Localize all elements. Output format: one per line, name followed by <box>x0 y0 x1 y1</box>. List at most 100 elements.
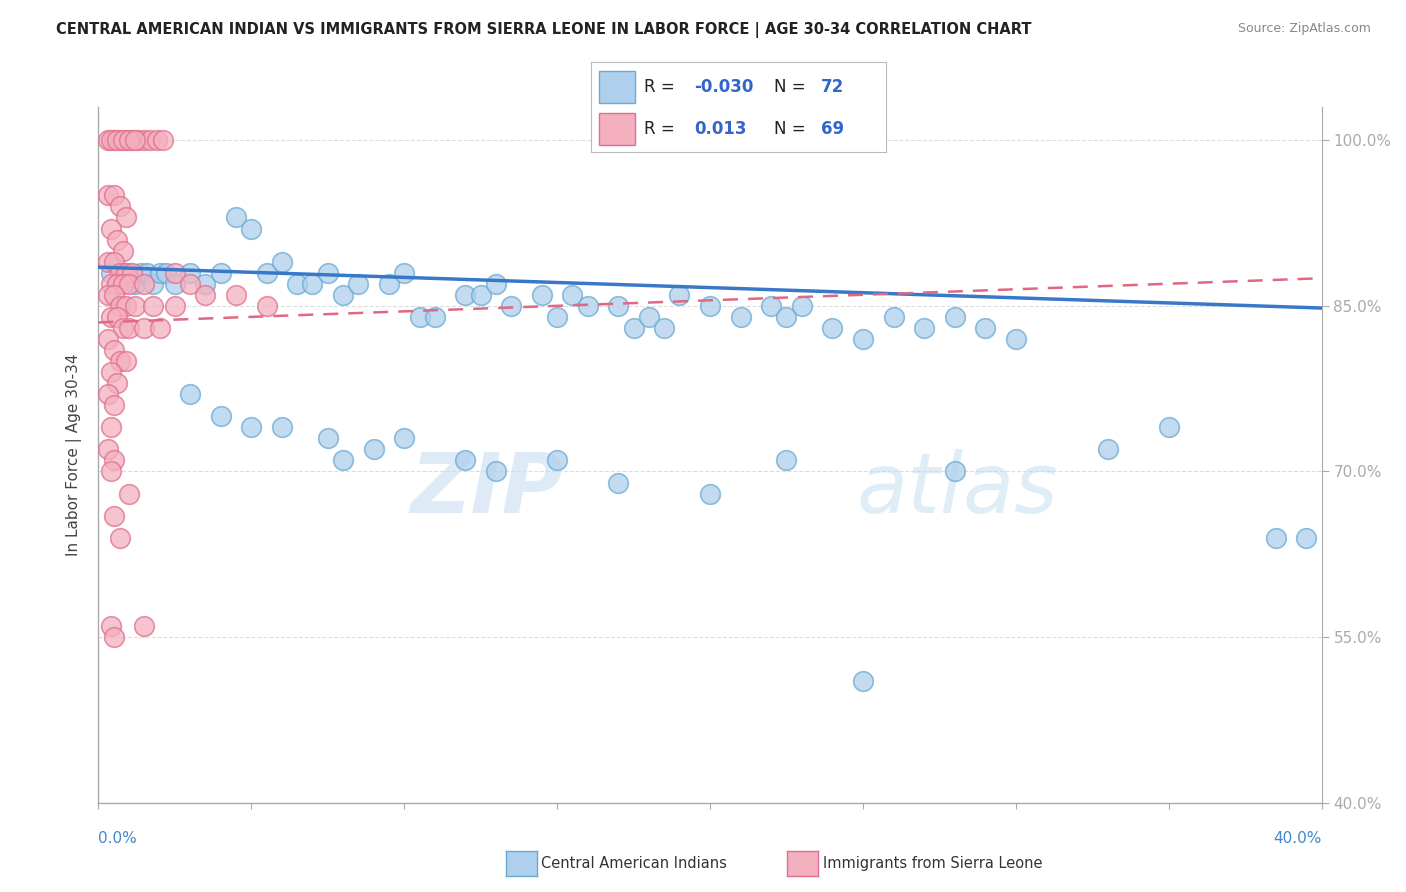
Point <box>100 277 122 291</box>
Point <box>576 299 599 313</box>
Point <box>761 299 783 313</box>
Bar <box>599 71 636 103</box>
Text: 72: 72 <box>821 78 844 96</box>
Point <box>623 321 645 335</box>
Point <box>105 277 128 291</box>
Point <box>124 277 146 291</box>
Point <box>501 299 523 313</box>
Point <box>240 221 263 235</box>
Point <box>103 453 125 467</box>
Point <box>100 266 122 280</box>
Point <box>209 409 232 424</box>
Point <box>194 277 217 291</box>
Point <box>103 343 125 357</box>
Point <box>111 244 134 258</box>
Point <box>943 310 966 324</box>
Point <box>100 420 122 434</box>
Point <box>485 465 508 479</box>
Text: 0.0%: 0.0% <box>98 831 138 847</box>
Point <box>103 398 125 412</box>
Point <box>332 453 354 467</box>
Point <box>142 299 165 313</box>
Text: N =: N = <box>773 120 810 138</box>
Point <box>285 277 308 291</box>
Point <box>134 619 156 633</box>
Point <box>108 266 131 280</box>
Point <box>97 254 120 268</box>
Point <box>883 310 905 324</box>
Point <box>454 287 477 301</box>
Point <box>561 287 583 301</box>
Point <box>121 133 143 147</box>
Point <box>1264 531 1286 545</box>
Point <box>121 266 143 280</box>
Point <box>100 365 122 379</box>
Point <box>134 133 156 147</box>
Point <box>118 321 141 335</box>
Point <box>974 321 997 335</box>
Point <box>105 233 128 247</box>
Point <box>775 310 797 324</box>
Point <box>118 266 141 280</box>
Point <box>115 354 138 368</box>
Point <box>142 277 165 291</box>
Point <box>108 199 131 213</box>
Point <box>139 133 162 147</box>
Text: R =: R = <box>644 78 679 96</box>
Point <box>332 287 354 301</box>
Y-axis label: In Labor Force | Age 30-34: In Labor Force | Age 30-34 <box>66 353 83 557</box>
Point <box>105 133 128 147</box>
Point <box>100 221 122 235</box>
Point <box>97 442 120 457</box>
Point <box>638 310 661 324</box>
Point <box>163 299 186 313</box>
Point <box>152 133 174 147</box>
Point <box>124 299 146 313</box>
Text: CENTRAL AMERICAN INDIAN VS IMMIGRANTS FROM SIERRA LEONE IN LABOR FORCE | AGE 30-: CENTRAL AMERICAN INDIAN VS IMMIGRANTS FR… <box>56 22 1032 38</box>
Point <box>103 508 125 523</box>
Point <box>155 266 177 280</box>
Point <box>347 277 370 291</box>
Text: N =: N = <box>773 78 810 96</box>
Text: 40.0%: 40.0% <box>1274 831 1322 847</box>
Point <box>699 486 721 500</box>
Point <box>852 332 875 346</box>
Text: -0.030: -0.030 <box>695 78 754 96</box>
Point <box>316 431 339 445</box>
Point <box>179 277 201 291</box>
Point <box>115 266 138 280</box>
Point <box>124 133 146 147</box>
Point <box>378 277 401 291</box>
Point <box>1295 531 1317 545</box>
Text: Central American Indians: Central American Indians <box>541 856 727 871</box>
Point <box>145 133 167 147</box>
Point <box>111 277 134 291</box>
Point <box>115 133 138 147</box>
Point <box>392 431 416 445</box>
Point <box>225 287 247 301</box>
Point <box>607 475 630 490</box>
Point <box>111 133 134 147</box>
Point <box>163 277 186 291</box>
Point <box>108 133 131 147</box>
Point <box>108 299 131 313</box>
Point <box>97 287 120 301</box>
Point <box>256 299 278 313</box>
Point <box>115 299 138 313</box>
Point <box>775 453 797 467</box>
Point <box>821 321 844 335</box>
Point <box>392 266 416 280</box>
Point <box>97 387 120 401</box>
Point <box>470 287 492 301</box>
Text: Source: ZipAtlas.com: Source: ZipAtlas.com <box>1237 22 1371 36</box>
Point <box>225 211 247 225</box>
Point <box>118 133 141 147</box>
Text: Immigrants from Sierra Leone: Immigrants from Sierra Leone <box>823 856 1042 871</box>
Point <box>97 332 120 346</box>
Point <box>115 211 138 225</box>
Point <box>607 299 630 313</box>
Point <box>316 266 339 280</box>
Point <box>301 277 323 291</box>
Point <box>134 277 156 291</box>
Point <box>485 277 508 291</box>
